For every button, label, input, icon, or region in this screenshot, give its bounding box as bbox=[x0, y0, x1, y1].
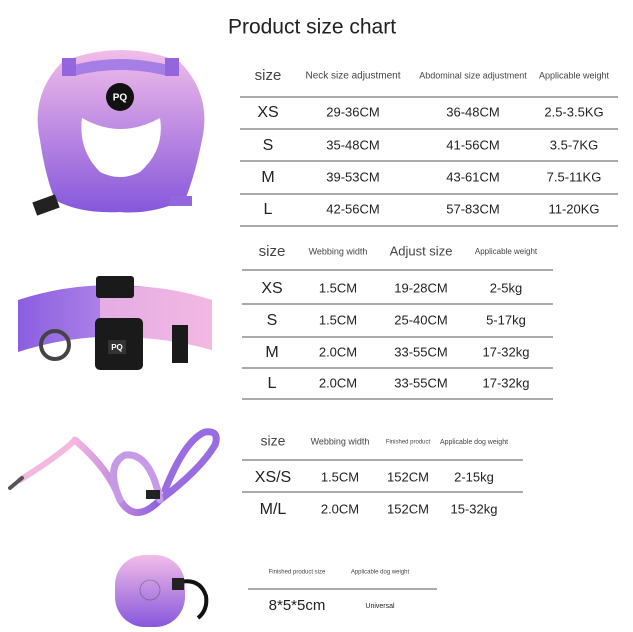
column-header: size bbox=[259, 243, 286, 260]
column-header: Finished product size bbox=[269, 570, 326, 576]
table-cell: 7.5-11KG bbox=[547, 169, 602, 184]
column-header: Webbing width bbox=[309, 246, 368, 256]
table-cell: 11-20KG bbox=[548, 201, 599, 216]
table-cell: 1.5CM bbox=[321, 469, 359, 484]
table-cell: 19-28CM bbox=[394, 280, 447, 295]
table-cell: M/L bbox=[260, 501, 287, 518]
column-header: size bbox=[255, 67, 282, 84]
table-cell: 29-36CM bbox=[326, 104, 379, 119]
svg-text:PQ: PQ bbox=[111, 343, 123, 352]
leash-image bbox=[8, 428, 220, 516]
column-header: Finished product bbox=[386, 440, 431, 446]
column-header: Abdominal size adjustment bbox=[419, 70, 527, 80]
column-header: Webbing width bbox=[311, 436, 370, 446]
collar-image: PQ bbox=[18, 276, 212, 370]
table-cell: L bbox=[264, 201, 273, 218]
table-cell: 42-56CM bbox=[326, 201, 379, 216]
page-title: Product size chart bbox=[228, 16, 396, 39]
table-cell: 1.5CM bbox=[319, 312, 357, 327]
table-cell: S bbox=[267, 312, 278, 329]
table-cell: 17-32kg bbox=[483, 344, 530, 359]
table-cell: 15-32kg bbox=[451, 501, 498, 516]
column-header: Applicable weight bbox=[539, 70, 610, 80]
table-cell: L bbox=[268, 375, 277, 392]
table-cell: 43-61CM bbox=[446, 169, 499, 184]
table-cell: XS bbox=[257, 104, 278, 121]
table-cell: 35-48CM bbox=[326, 137, 379, 152]
column-header: Adjust size bbox=[390, 243, 453, 258]
table-cell: 2.5-3.5KG bbox=[544, 104, 603, 119]
table-cell: 2.0CM bbox=[319, 375, 357, 390]
table-cell: 17-32kg bbox=[483, 375, 530, 390]
table-cell: 41-56CM bbox=[446, 137, 499, 152]
table-cell: 57-83CM bbox=[446, 201, 499, 216]
table-cell: 33-55CM bbox=[394, 344, 447, 359]
table-cell: S bbox=[263, 137, 274, 154]
table-cell: 152CM bbox=[387, 469, 429, 484]
table-cell: 2-15kg bbox=[454, 469, 494, 484]
table-cell: 2-5kg bbox=[490, 280, 523, 295]
harness-image: PQ bbox=[32, 50, 205, 216]
table-cell: 36-48CM bbox=[446, 104, 499, 119]
column-header: size bbox=[261, 433, 286, 449]
table-cell: XS bbox=[261, 280, 282, 297]
svg-text:PQ: PQ bbox=[113, 93, 128, 104]
table-cell: 39-53CM bbox=[326, 169, 379, 184]
table-cell: 3.5-7KG bbox=[550, 137, 598, 152]
column-header: Applicable weight bbox=[475, 247, 538, 256]
column-header: Applicable dog weight bbox=[351, 570, 410, 576]
column-header: Neck size adjustment bbox=[305, 71, 400, 82]
table-cell: 2.0CM bbox=[321, 501, 359, 516]
column-header: Applicable dog weight bbox=[440, 439, 508, 446]
table-cell: M bbox=[265, 344, 278, 361]
table-cell: 33-55CM bbox=[394, 375, 447, 390]
table-cell: Universal bbox=[365, 603, 395, 610]
table-cell: XS/S bbox=[255, 469, 291, 486]
table-cell: 1.5CM bbox=[319, 280, 357, 295]
table-cell: 25-40CM bbox=[394, 312, 447, 327]
table-cell: M bbox=[261, 169, 274, 186]
table-cell: 8*5*5cm bbox=[269, 597, 326, 614]
table-cell: 152CM bbox=[387, 501, 429, 516]
bag-image bbox=[115, 555, 209, 627]
table-cell: 5-17kg bbox=[486, 312, 526, 327]
table-cell: 2.0CM bbox=[319, 344, 357, 359]
